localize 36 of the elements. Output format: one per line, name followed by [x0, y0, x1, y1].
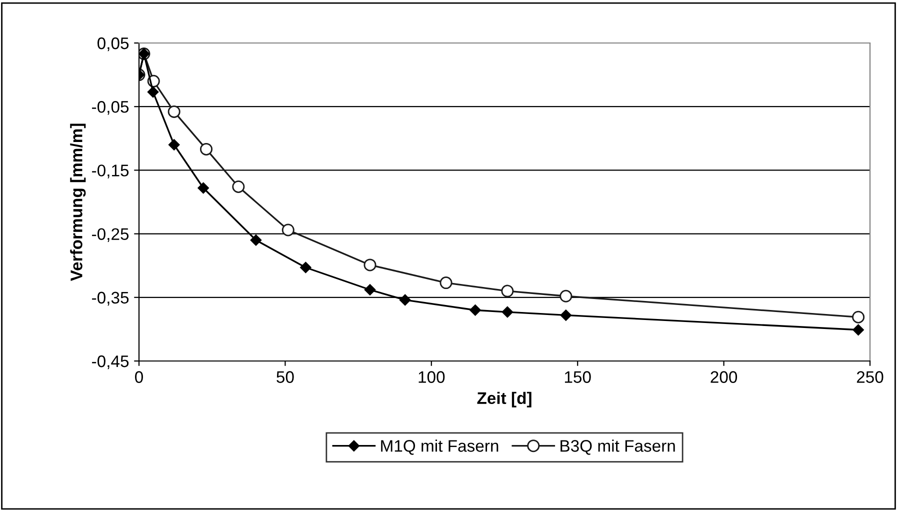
point	[560, 290, 572, 302]
point	[364, 284, 376, 296]
point	[200, 142, 212, 156]
point	[250, 234, 262, 246]
y-tick-label: -0,25	[92, 228, 129, 242]
point	[198, 182, 209, 194]
x-tick-label: 50	[276, 371, 294, 383]
point	[470, 304, 481, 316]
x-tick-label: 250	[856, 371, 884, 383]
point	[147, 86, 159, 98]
x-tick-label: 100	[418, 371, 445, 383]
x-tick-label: 150	[564, 371, 591, 383]
point	[502, 306, 514, 318]
y-tick-label: -0,05	[92, 101, 129, 115]
point	[501, 284, 514, 298]
point	[399, 294, 411, 306]
point	[364, 258, 376, 272]
point	[852, 310, 865, 324]
legend-label: M1Q mit Fasern	[381, 440, 498, 455]
point	[168, 139, 180, 150]
y-tick-label: 0,05	[97, 37, 129, 52]
y-axis-title: Verformung [mm/m]	[70, 124, 86, 282]
y-tick-label: -0,15	[92, 164, 129, 178]
legend-label: B3Q mit Fasern	[560, 440, 675, 455]
x-axis-title: Zeit [d]	[477, 392, 532, 408]
y-tick-label: -0,35	[92, 292, 129, 306]
point	[232, 180, 245, 193]
point	[168, 105, 180, 118]
point	[300, 262, 312, 274]
x-tick-label: 0	[135, 371, 143, 383]
point	[560, 310, 572, 321]
x-tick-label: 200	[710, 371, 738, 383]
point	[282, 224, 294, 236]
y-tick-label: -0,45	[92, 355, 129, 370]
point	[852, 324, 864, 336]
point	[440, 276, 452, 290]
